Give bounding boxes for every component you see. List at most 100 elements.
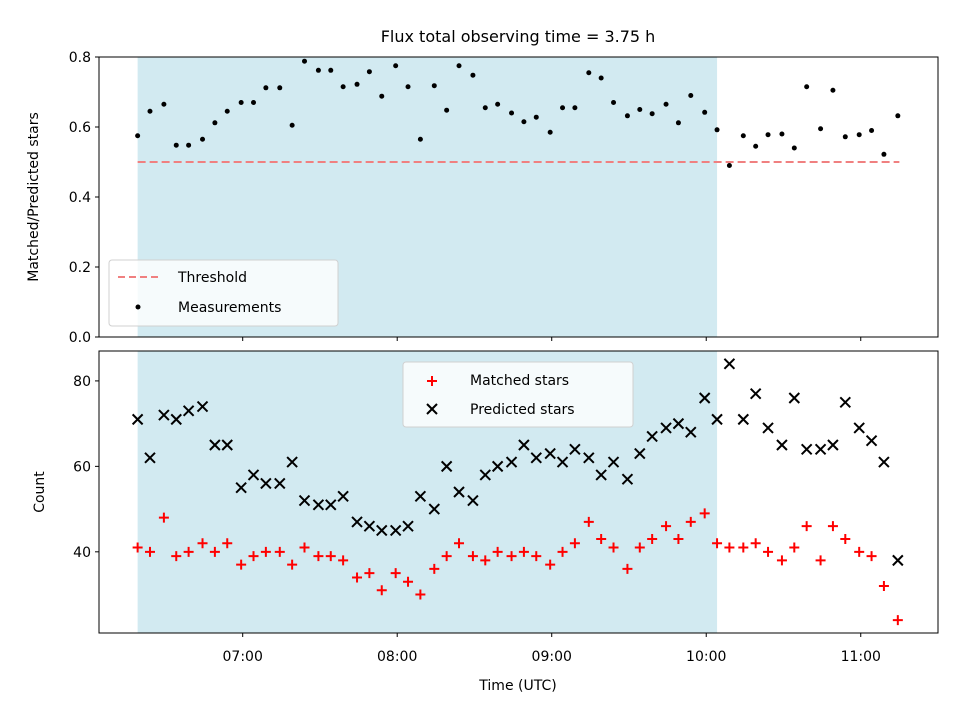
- measurement-point: [675, 120, 681, 126]
- measurement-point: [315, 67, 321, 73]
- predicted-stars-point: [440, 460, 453, 473]
- measurement-point: [444, 107, 450, 113]
- predicted-stars-point: [878, 456, 890, 468]
- predicted-stars-point: [337, 490, 349, 502]
- predicted-stars-point: [182, 405, 195, 417]
- legend-matched-label: Matched stars: [470, 373, 569, 389]
- predicted-stars-point: [723, 358, 736, 370]
- matched-stars-point: [222, 538, 233, 549]
- matched-stars-point: [132, 542, 143, 553]
- matched-stars-point: [325, 551, 336, 562]
- matched-stars-point: [158, 512, 169, 523]
- bottom-y-tick-label: 80: [73, 374, 91, 390]
- matched-stars-point: [352, 572, 363, 583]
- predicted-stars-point: [363, 520, 376, 532]
- matched-stars-point: [661, 521, 672, 532]
- predicted-stars-point: [325, 499, 337, 511]
- matched-stars-point: [712, 538, 723, 549]
- measurement-point: [482, 105, 488, 111]
- matched-stars-point: [183, 546, 194, 557]
- predicted-stars-point: [505, 456, 518, 468]
- measurement-point: [726, 163, 732, 168]
- measurement-point: [637, 107, 643, 112]
- predicted-stars-point: [402, 520, 414, 532]
- measurement-point: [753, 143, 759, 149]
- measurement-point: [173, 142, 179, 148]
- measurement-point: [818, 126, 824, 132]
- measurement-point: [289, 122, 295, 128]
- measurement-point: [779, 131, 785, 137]
- predicted-stars-point: [583, 452, 595, 464]
- measurement-point: [405, 84, 411, 90]
- matched-stars-point: [287, 559, 298, 570]
- matched-stars-point: [622, 563, 633, 574]
- matched-stars-point: [299, 542, 310, 553]
- measurement-point: [881, 151, 887, 157]
- measurement-point: [212, 120, 218, 126]
- matched-stars-point: [557, 546, 568, 557]
- measurement-point: [470, 72, 476, 78]
- measurement-point: [393, 63, 399, 69]
- measurement-point: [560, 105, 566, 111]
- legend-predicted-swatch: [426, 403, 438, 415]
- predicted-stars-point: [235, 482, 247, 494]
- predicted-stars-point: [351, 516, 363, 528]
- predicted-stars-point: [827, 439, 839, 451]
- measurement-point: [521, 119, 527, 125]
- predicted-stars-point: [762, 422, 774, 434]
- predicted-stars-point: [685, 426, 697, 438]
- measurement-point: [200, 136, 206, 142]
- measurement-point: [135, 133, 141, 139]
- predicted-stars-point: [518, 439, 530, 451]
- predicted-stars-point: [491, 460, 504, 473]
- measurement-point: [340, 84, 346, 90]
- predicted-stars-point: [634, 447, 646, 460]
- predicted-stars-point: [209, 439, 221, 451]
- bottom-y-axis-label: Count: [32, 471, 48, 513]
- predicted-stars-point: [414, 490, 427, 502]
- x-tick-label: 10:00: [686, 649, 726, 665]
- measurement-point: [649, 111, 655, 117]
- matched-stars-point: [583, 516, 594, 527]
- figure-title: Flux total observing time = 3.75 h: [381, 27, 656, 46]
- matched-stars-point: [596, 534, 607, 544]
- matched-stars-point: [569, 538, 580, 549]
- top-y-tick-label: 0.4: [69, 190, 91, 206]
- matched-stars-point: [236, 559, 247, 570]
- predicted-stars-point: [865, 435, 878, 447]
- predicted-stars-point: [698, 392, 711, 404]
- top-y-tick-label: 0.8: [69, 50, 91, 66]
- matched-stars-point: [171, 551, 182, 562]
- predicted-stars-point: [144, 452, 156, 464]
- bottom-legend: Matched stars Predicted stars: [402, 361, 634, 428]
- count-panel: 40 60 80 07:00 08:00 09:00 10:00 11:00 Count Ti…: [32, 350, 939, 694]
- measurement-point: [431, 83, 437, 89]
- matched-stars-point: [789, 542, 800, 553]
- predicted-stars-point: [131, 413, 144, 426]
- matched-stars-point: [545, 559, 556, 570]
- top-y-axis-label: Matched/Predicted stars: [26, 112, 42, 282]
- predicted-stars-point: [170, 413, 182, 426]
- measurement-point: [379, 93, 385, 99]
- matched-stars-point: [144, 546, 155, 557]
- predicted-stars-point: [389, 524, 402, 537]
- predicted-stars-point: [196, 400, 209, 413]
- matched-stars-point: [518, 546, 529, 557]
- matched-stars-point: [390, 568, 401, 579]
- predicted-stars-point: [247, 469, 260, 481]
- top-legend: Threshold Measurements: [108, 259, 339, 327]
- measurement-point: [328, 67, 334, 73]
- legend-measurements-swatch: [135, 304, 141, 310]
- predicted-stars-point: [428, 503, 440, 515]
- matched-stars-point: [260, 546, 271, 557]
- predicted-stars-point: [595, 469, 607, 481]
- measurement-point: [624, 113, 630, 119]
- measurement-point: [740, 133, 746, 139]
- legend-threshold-label: Threshold: [177, 270, 247, 286]
- matched-stars-point: [364, 568, 375, 579]
- predicted-stars-point: [556, 456, 569, 468]
- predicted-stars-point: [711, 413, 723, 426]
- measurement-point: [263, 85, 269, 91]
- predicted-stars-point: [274, 477, 286, 490]
